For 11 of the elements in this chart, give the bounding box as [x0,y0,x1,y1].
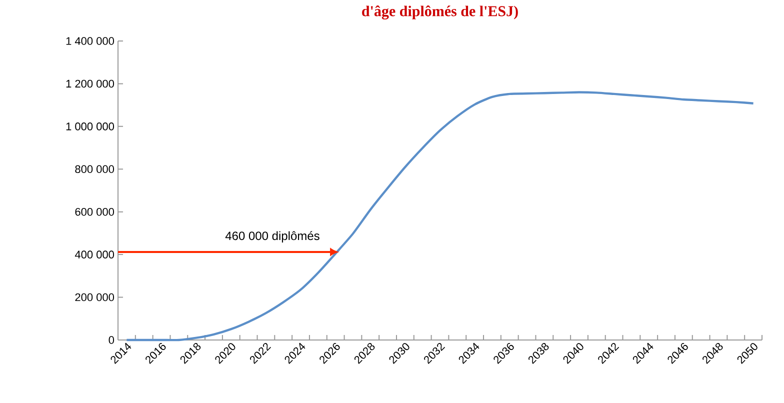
y-tick-label: 0 [108,336,114,344]
y-tick-label: 800 000 [75,165,114,174]
line-series [126,91,754,342]
y-tick-label: 1 400 000 [66,37,114,45]
y-tick-label: 1 200 000 [66,80,114,88]
chart-title: d'âge diplômés de l'ESJ) [362,6,518,20]
y-tick-label: 400 000 [74,250,114,258]
y-tick-label: 200 000 [75,293,114,302]
y-tick-label: 1 000 000 [66,122,114,130]
ref-line-label: 460 000 diplômés [225,231,320,242]
y-tick-label: 600 000 [75,208,114,216]
